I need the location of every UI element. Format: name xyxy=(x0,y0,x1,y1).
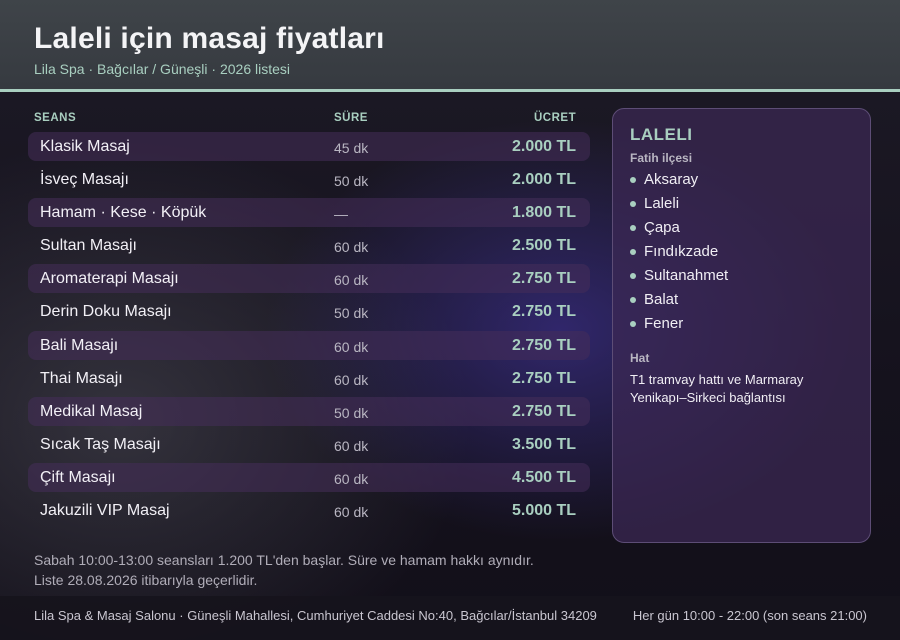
page-subtitle: Lila Spa · Bağcılar / Güneşli · 2026 lis… xyxy=(34,61,291,77)
service-name: Sultan Masajı xyxy=(40,237,137,255)
table-row: Sıcak Taş Masajı 60 dk 3.500 TL xyxy=(28,430,590,459)
district-panel: LALELI Fatih ilçesi Aksaray Laleli Çapa … xyxy=(612,108,871,543)
list-item: Fındıkzade xyxy=(630,243,728,267)
service-name: Bali Masajı xyxy=(40,336,119,354)
district-name: Aksaray xyxy=(644,171,699,188)
service-name: İsveç Masajı xyxy=(40,171,129,189)
service-duration: 45 dk xyxy=(334,140,369,156)
service-name: Hamam · Kese · Köpük xyxy=(40,204,207,222)
service-duration: 60 dk xyxy=(334,338,369,355)
service-price: 2.000 TL xyxy=(511,138,576,155)
bullet-icon xyxy=(630,273,636,279)
service-duration: 60 dk xyxy=(334,371,369,388)
service-price: 2.750 TL xyxy=(511,303,576,321)
table-row: Derin Doku Masajı 50 dk 2.750 TL xyxy=(28,297,590,326)
service-duration: 60 dk xyxy=(334,272,369,289)
service-duration: 60 dk xyxy=(334,437,369,454)
footer-hours: Her gün 10:00 - 22:00 (son seans 21:00) xyxy=(632,608,867,623)
bullet-icon xyxy=(630,249,636,255)
service-name: Derin Doku Masajı xyxy=(40,303,172,321)
service-name: Thai Masajı xyxy=(40,369,123,387)
service-price: 5.000 TL xyxy=(511,502,576,520)
bullet-icon xyxy=(630,297,636,303)
table-row: Aromaterapi Masajı 60 dk 2.750 TL xyxy=(28,264,590,294)
service-price: 3.500 TL xyxy=(511,435,576,453)
price-table: Klasik Masaj 45 dk 2.000 TL İsveç Masajı… xyxy=(28,132,590,529)
list-item: Laleli xyxy=(630,195,728,219)
table-row: Jakuzili VIP Masaj 60 dk 5.000 TL xyxy=(28,496,590,525)
bullet-icon xyxy=(630,321,636,327)
list-item: Fener xyxy=(630,315,728,339)
service-price: 2.750 TL xyxy=(511,402,576,420)
list-item: Çapa xyxy=(630,219,728,243)
note-morning-sessions: Sabah 10:00-13:00 seansları 1.200 TL'den… xyxy=(34,552,534,568)
service-name: Çift Masajı xyxy=(40,468,116,486)
table-row: Medikal Masaj 50 dk 2.750 TL xyxy=(28,396,590,426)
footer-address: Lila Spa & Masaj Salonu · Güneşli Mahall… xyxy=(34,608,597,623)
service-name: Jakuzili VIP Masaj xyxy=(40,502,170,520)
table-row: İsveç Masajı 50 dk 2.000 TL xyxy=(28,165,590,194)
service-price: 2.750 TL xyxy=(511,270,576,288)
panel-title: LALELI xyxy=(630,125,693,144)
panel-subtitle: Fatih ilçesi xyxy=(630,151,693,165)
service-duration: 60 dk xyxy=(334,504,369,521)
note-validity: Liste 28.08.2026 itibarıyla geçerlidir. xyxy=(34,572,258,588)
bullet-icon xyxy=(630,201,636,207)
service-name: Aromaterapi Masajı xyxy=(40,270,179,288)
table-row: Thai Masajı 60 dk 2.750 TL xyxy=(28,364,590,393)
service-duration: 60 dk xyxy=(334,239,369,256)
table-row: Hamam · Kese · Köpük — 1.800 TL xyxy=(28,198,590,228)
list-item: Balat xyxy=(630,291,728,315)
district-name: Fener xyxy=(644,315,684,332)
table-row: Çift Masajı 60 dk 4.500 TL xyxy=(28,462,590,492)
table-row: Sultan Masajı 60 dk 2.500 TL xyxy=(28,231,590,260)
district-name: Laleli xyxy=(644,195,680,212)
service-price: 1.800 TL xyxy=(511,204,576,222)
district-list: Aksaray Laleli Çapa Fındıkzade Sultanahm… xyxy=(630,171,728,339)
bullet-icon xyxy=(630,177,636,183)
service-duration: 50 dk xyxy=(334,305,369,322)
page-footer: Lila Spa & Masaj Salonu · Güneşli Mahall… xyxy=(0,596,900,640)
district-name: Sultanahmet xyxy=(644,267,729,284)
column-header-duration: SÜRE xyxy=(334,112,368,124)
service-duration: — xyxy=(334,206,348,223)
column-header-service: SEANS xyxy=(34,112,77,124)
bullet-icon xyxy=(630,225,636,231)
table-row: Bali Masajı 60 dk 2.750 TL xyxy=(28,330,590,360)
service-duration: 60 dk xyxy=(334,470,369,487)
service-price: 2.000 TL xyxy=(511,171,576,189)
service-price: 4.500 TL xyxy=(511,468,576,486)
list-item: Sultanahmet xyxy=(630,267,728,291)
service-duration: 50 dk xyxy=(334,404,369,421)
district-name: Balat xyxy=(644,291,679,308)
page-header: Laleli için masaj fiyatları Lila Spa · B… xyxy=(0,0,900,92)
service-name: Medikal Masaj xyxy=(40,402,143,420)
page-title: Laleli için masaj fiyatları xyxy=(34,22,385,55)
service-name: Klasik Masaj xyxy=(40,138,130,155)
transit-text: T1 tramvay hattı ve Marmaray Yenikapı–Si… xyxy=(630,372,804,405)
column-header-price: ÜCRET xyxy=(534,112,577,124)
table-row: Klasik Masaj 45 dk 2.000 TL xyxy=(28,132,590,161)
service-price: 2.500 TL xyxy=(511,237,576,255)
transit-label: Hat xyxy=(630,351,650,365)
service-price: 2.750 TL xyxy=(511,336,576,354)
district-name: Fındıkzade xyxy=(644,243,719,260)
district-name: Çapa xyxy=(644,219,680,236)
list-item: Aksaray xyxy=(630,171,728,195)
service-price: 2.750 TL xyxy=(511,369,576,387)
service-name: Sıcak Taş Masajı xyxy=(40,435,161,453)
service-duration: 50 dk xyxy=(334,173,369,190)
